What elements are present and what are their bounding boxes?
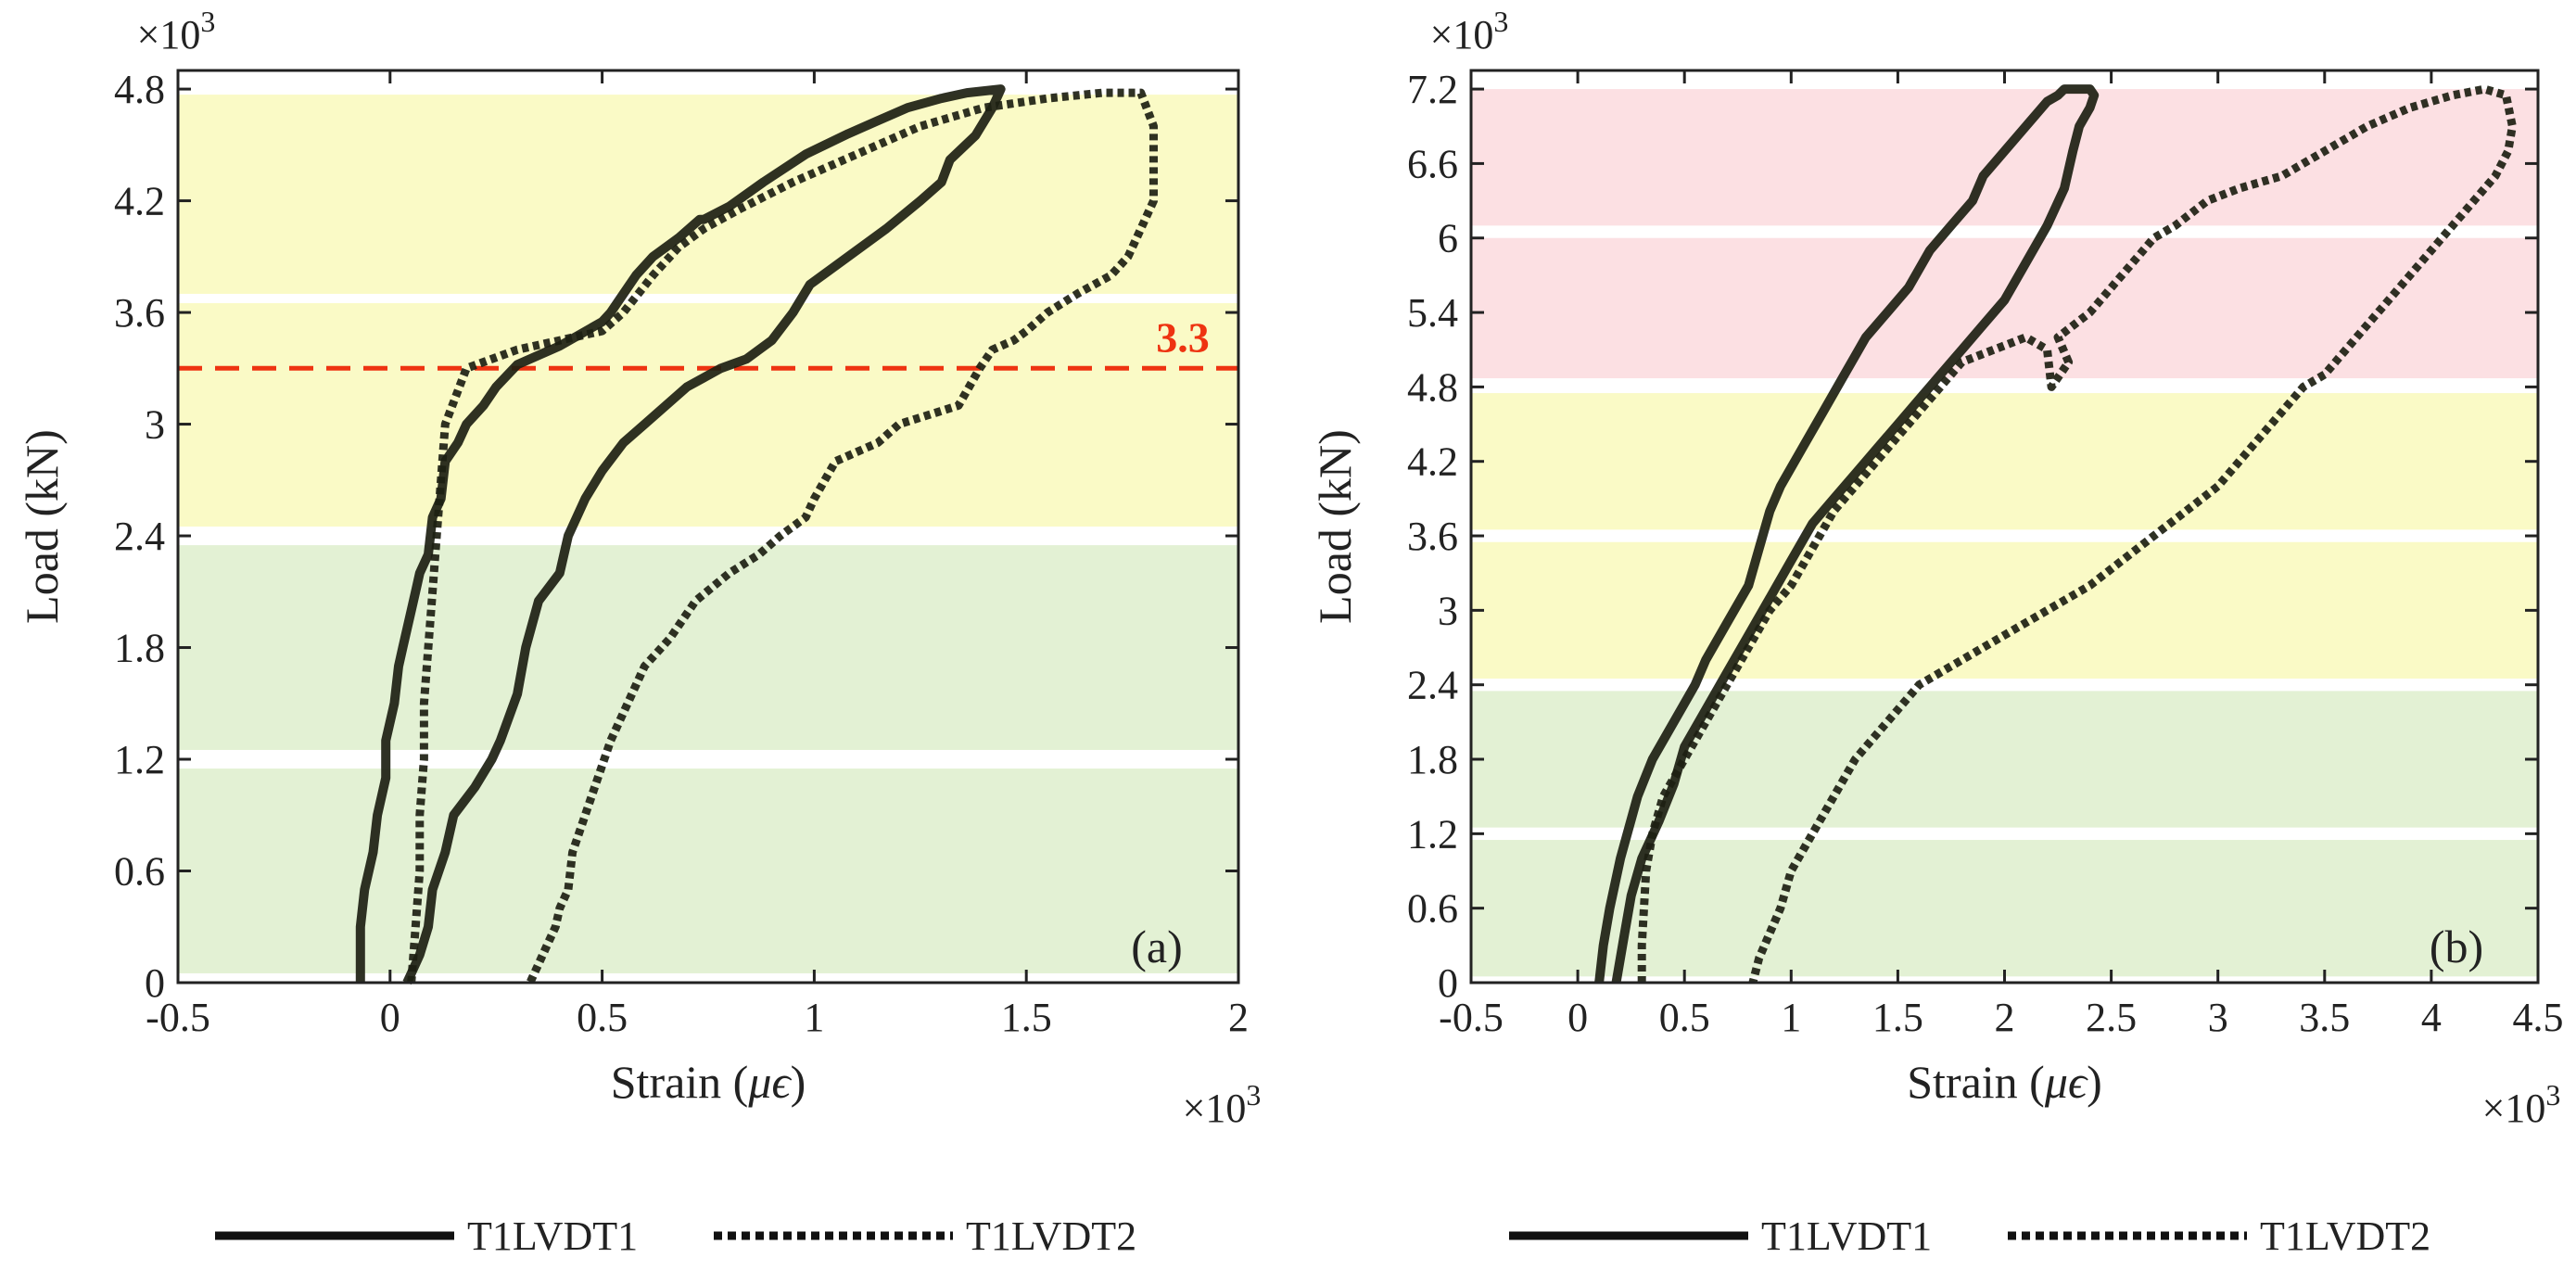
x-tick-label: 1.5	[1872, 995, 1923, 1040]
x-axis-label-symbol: μϵ	[2044, 1056, 2088, 1108]
x-axis-label-suffix: )	[2087, 1056, 2102, 1108]
y-tick-label: 2.4	[1407, 663, 1458, 708]
y-tick-label: 3.6	[1407, 514, 1458, 559]
threshold-label: 3.3	[1156, 313, 1210, 361]
x-tick-label: 1	[804, 995, 824, 1040]
x-tick-label: 4	[2421, 995, 2442, 1040]
y-axis-label: Load (kN)	[16, 429, 68, 624]
y-exponent-base: ×10	[1430, 12, 1494, 57]
x-exponent-power: 3	[1246, 1078, 1261, 1112]
x-tick-label: 2	[1995, 995, 2015, 1040]
y-tick-label: 1.2	[114, 737, 165, 782]
y-tick-label: 0	[145, 960, 165, 1006]
load-band	[1471, 393, 2538, 530]
y-tick-label: 6.6	[1407, 141, 1458, 186]
x-tick-label: 0.5	[577, 995, 628, 1040]
y-exponent-power: 3	[200, 5, 215, 38]
y-axis-label: Load (kN)	[1309, 429, 1361, 624]
y-exponent-power: 3	[1493, 5, 1508, 38]
load-band	[1471, 541, 2538, 679]
x-tick-label: 2	[1228, 995, 1249, 1040]
x-tick-label: 0	[1567, 995, 1588, 1040]
x-exponent-base: ×10	[1183, 1086, 1247, 1131]
y-tick-label: 0.6	[1407, 886, 1458, 932]
y-tick-label: 4.8	[114, 67, 165, 112]
x-axis-label-prefix: Strain (	[1907, 1056, 2045, 1108]
x-tick-label: -0.5	[1439, 995, 1504, 1040]
x-exponent-power: 3	[2545, 1078, 2560, 1112]
panel-label: (a)	[1131, 921, 1183, 972]
x-tick-label: 1	[1781, 995, 1801, 1040]
y-tick-label: 0.6	[114, 849, 165, 895]
legend: T1LVDT1 T1LVDT2	[215, 1213, 1136, 1259]
x-tick-label: -0.5	[146, 995, 210, 1040]
y-tick-label: 3	[145, 402, 165, 448]
y-tick-label: 1.8	[114, 626, 165, 671]
legend: T1LVDT1 T1LVDT2	[1509, 1213, 2430, 1259]
y-exponent-label: ×103	[1430, 5, 1509, 57]
x-exponent-base: ×10	[2482, 1086, 2546, 1131]
y-tick-label: 6	[1438, 216, 1458, 261]
y-tick-label: 2.4	[114, 514, 165, 559]
x-exponent-label: ×103	[1183, 1078, 1262, 1131]
y-tick-label: 3.6	[114, 290, 165, 336]
load-band	[178, 95, 1238, 294]
x-tick-label: 4.5	[2513, 995, 2564, 1040]
x-tick-label: 2.5	[2086, 995, 2137, 1040]
series-line-t1lvdt2	[407, 88, 1158, 984]
legend-label: T1LVDT2	[966, 1213, 1136, 1259]
legend-label: T1LVDT1	[1761, 1213, 1932, 1259]
x-axis-label-suffix: )	[791, 1056, 806, 1108]
load-band	[178, 303, 1238, 527]
load-band	[1471, 237, 2538, 379]
y-exponent-label: ×103	[137, 5, 216, 57]
y-tick-label: 1.8	[1407, 737, 1458, 782]
x-axis-label: Strain (μϵ)	[611, 1056, 806, 1108]
y-tick-label: 7.2	[1407, 67, 1458, 112]
y-tick-label: 1.2	[1407, 811, 1458, 857]
load-band	[178, 769, 1238, 973]
y-tick-label: 3	[1438, 588, 1458, 633]
x-axis-label-prefix: Strain (	[611, 1056, 749, 1108]
axes-frame	[176, 69, 1240, 984]
x-tick-label: 3	[2208, 995, 2228, 1040]
series-line-t1lvdt1	[355, 84, 1006, 985]
load-band	[1471, 840, 2538, 977]
x-tick-label: 3.5	[2299, 995, 2350, 1040]
y-tick-label: 4.8	[1407, 364, 1458, 410]
legend-label: T1LVDT1	[467, 1213, 638, 1259]
load-band	[178, 545, 1238, 750]
y-tick-label: 5.4	[1407, 290, 1458, 336]
y-exponent-base: ×10	[137, 12, 201, 57]
y-tick-label: 4.2	[1407, 439, 1458, 485]
x-exponent-label: ×103	[2482, 1078, 2561, 1131]
x-tick-label: 0.5	[1659, 995, 1710, 1040]
legend-label: T1LVDT2	[2260, 1213, 2430, 1259]
y-tick-label: 0	[1438, 960, 1458, 1006]
panel-label: (b)	[2430, 921, 2483, 972]
x-axis-label-symbol: μϵ	[747, 1056, 792, 1108]
x-axis-label: Strain (μϵ)	[1907, 1056, 2102, 1108]
chart-panel-b: -0.5 0 0.5 1 1.5 2 2.5 3 3.5 4 4.500.61.21.82.433.…	[1309, 5, 2564, 1259]
series-line-t1lvdt1	[1594, 84, 2100, 984]
y-tick-label: 4.2	[114, 179, 165, 224]
chart-panel-a: 3.3-0.5 0 0.5 1 1.5 200.61.21.82.433.64.24.8×…	[16, 5, 1261, 1259]
x-tick-label: 1.5	[1001, 995, 1052, 1040]
x-tick-label: 0	[380, 995, 400, 1040]
